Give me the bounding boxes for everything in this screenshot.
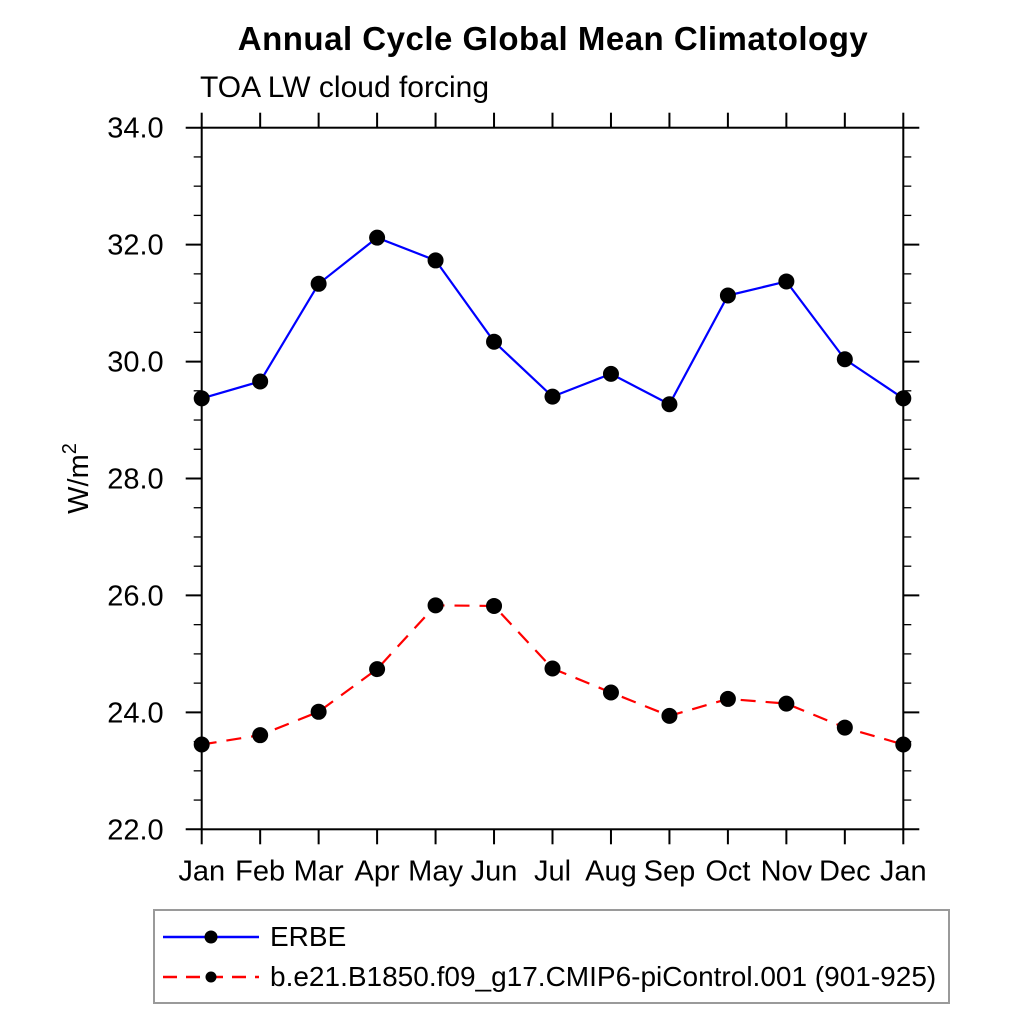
legend-line-sample-dashed: [163, 971, 259, 983]
data-point: [369, 661, 386, 678]
data-point: [193, 736, 210, 753]
x-tick-label: Sep: [644, 855, 696, 887]
data-point: [719, 287, 736, 304]
y-tick-label: 26.0: [107, 580, 163, 612]
data-point: [310, 703, 327, 720]
y-tick-label: 24.0: [107, 697, 163, 729]
y-tick-label: 34.0: [107, 113, 163, 145]
x-tick-label: Jan: [880, 855, 927, 887]
data-point: [895, 736, 912, 753]
data-point: [544, 388, 561, 405]
data-point: [486, 597, 503, 614]
y-tick-label: 28.0: [107, 464, 163, 496]
chart-title: Annual Cycle Global Mean Climatology: [237, 20, 869, 57]
legend-item-model: b.e21.B1850.f09_g17.CMIP6-piControl.001 …: [155, 957, 948, 997]
data-point: [778, 273, 795, 290]
legend-marker-icon: [204, 930, 218, 944]
data-point: [602, 684, 619, 701]
data-point: [602, 365, 619, 382]
legend-label-model: b.e21.B1850.f09_g17.CMIP6-piControl.001 …: [270, 961, 937, 992]
x-tick-label: Jan: [178, 855, 225, 887]
data-point: [486, 333, 503, 350]
data-point: [719, 690, 736, 707]
data-point: [661, 396, 678, 413]
x-tick-label: Nov: [761, 855, 813, 887]
data-point: [310, 275, 327, 292]
x-tick-label: Jun: [471, 855, 518, 887]
legend-label-erbe: ERBE: [270, 921, 347, 952]
data-point: [836, 351, 853, 368]
y-axis-label: W/m2: [59, 443, 95, 514]
data-point: [427, 597, 444, 614]
series-line-erbe: [201, 236, 904, 406]
chart-subtitle: TOA LW cloud forcing: [200, 71, 490, 104]
data-point: [661, 707, 678, 724]
data-point: [544, 660, 561, 677]
y-tick-label: 22.0: [107, 814, 163, 846]
x-tick-label: Apr: [355, 855, 400, 887]
data-point: [778, 695, 795, 712]
plot-frame: [200, 126, 905, 831]
legend: ERBE b.e21.B1850.f09_g17.CMIP6-piControl…: [153, 909, 950, 1004]
y-tick-label: 32.0: [107, 230, 163, 262]
x-tick-label: Jul: [534, 855, 571, 887]
legend-item-erbe: ERBE: [155, 917, 948, 957]
data-point: [895, 390, 912, 407]
x-tick-label: Feb: [235, 855, 285, 887]
data-point: [252, 373, 269, 390]
data-point: [369, 229, 386, 246]
x-tick-label: Oct: [705, 855, 750, 887]
x-tick-label: Mar: [294, 855, 344, 887]
data-point: [252, 727, 269, 744]
data-point: [193, 390, 210, 407]
y-tick-label: 30.0: [107, 347, 163, 379]
x-tick-label: Dec: [819, 855, 871, 887]
data-point: [836, 719, 853, 736]
x-tick-label: May: [408, 855, 463, 887]
legend-marker-icon: [205, 971, 217, 983]
data-point: [427, 252, 444, 269]
x-tick-label: Aug: [585, 855, 637, 887]
legend-line-sample-solid: [163, 930, 259, 944]
